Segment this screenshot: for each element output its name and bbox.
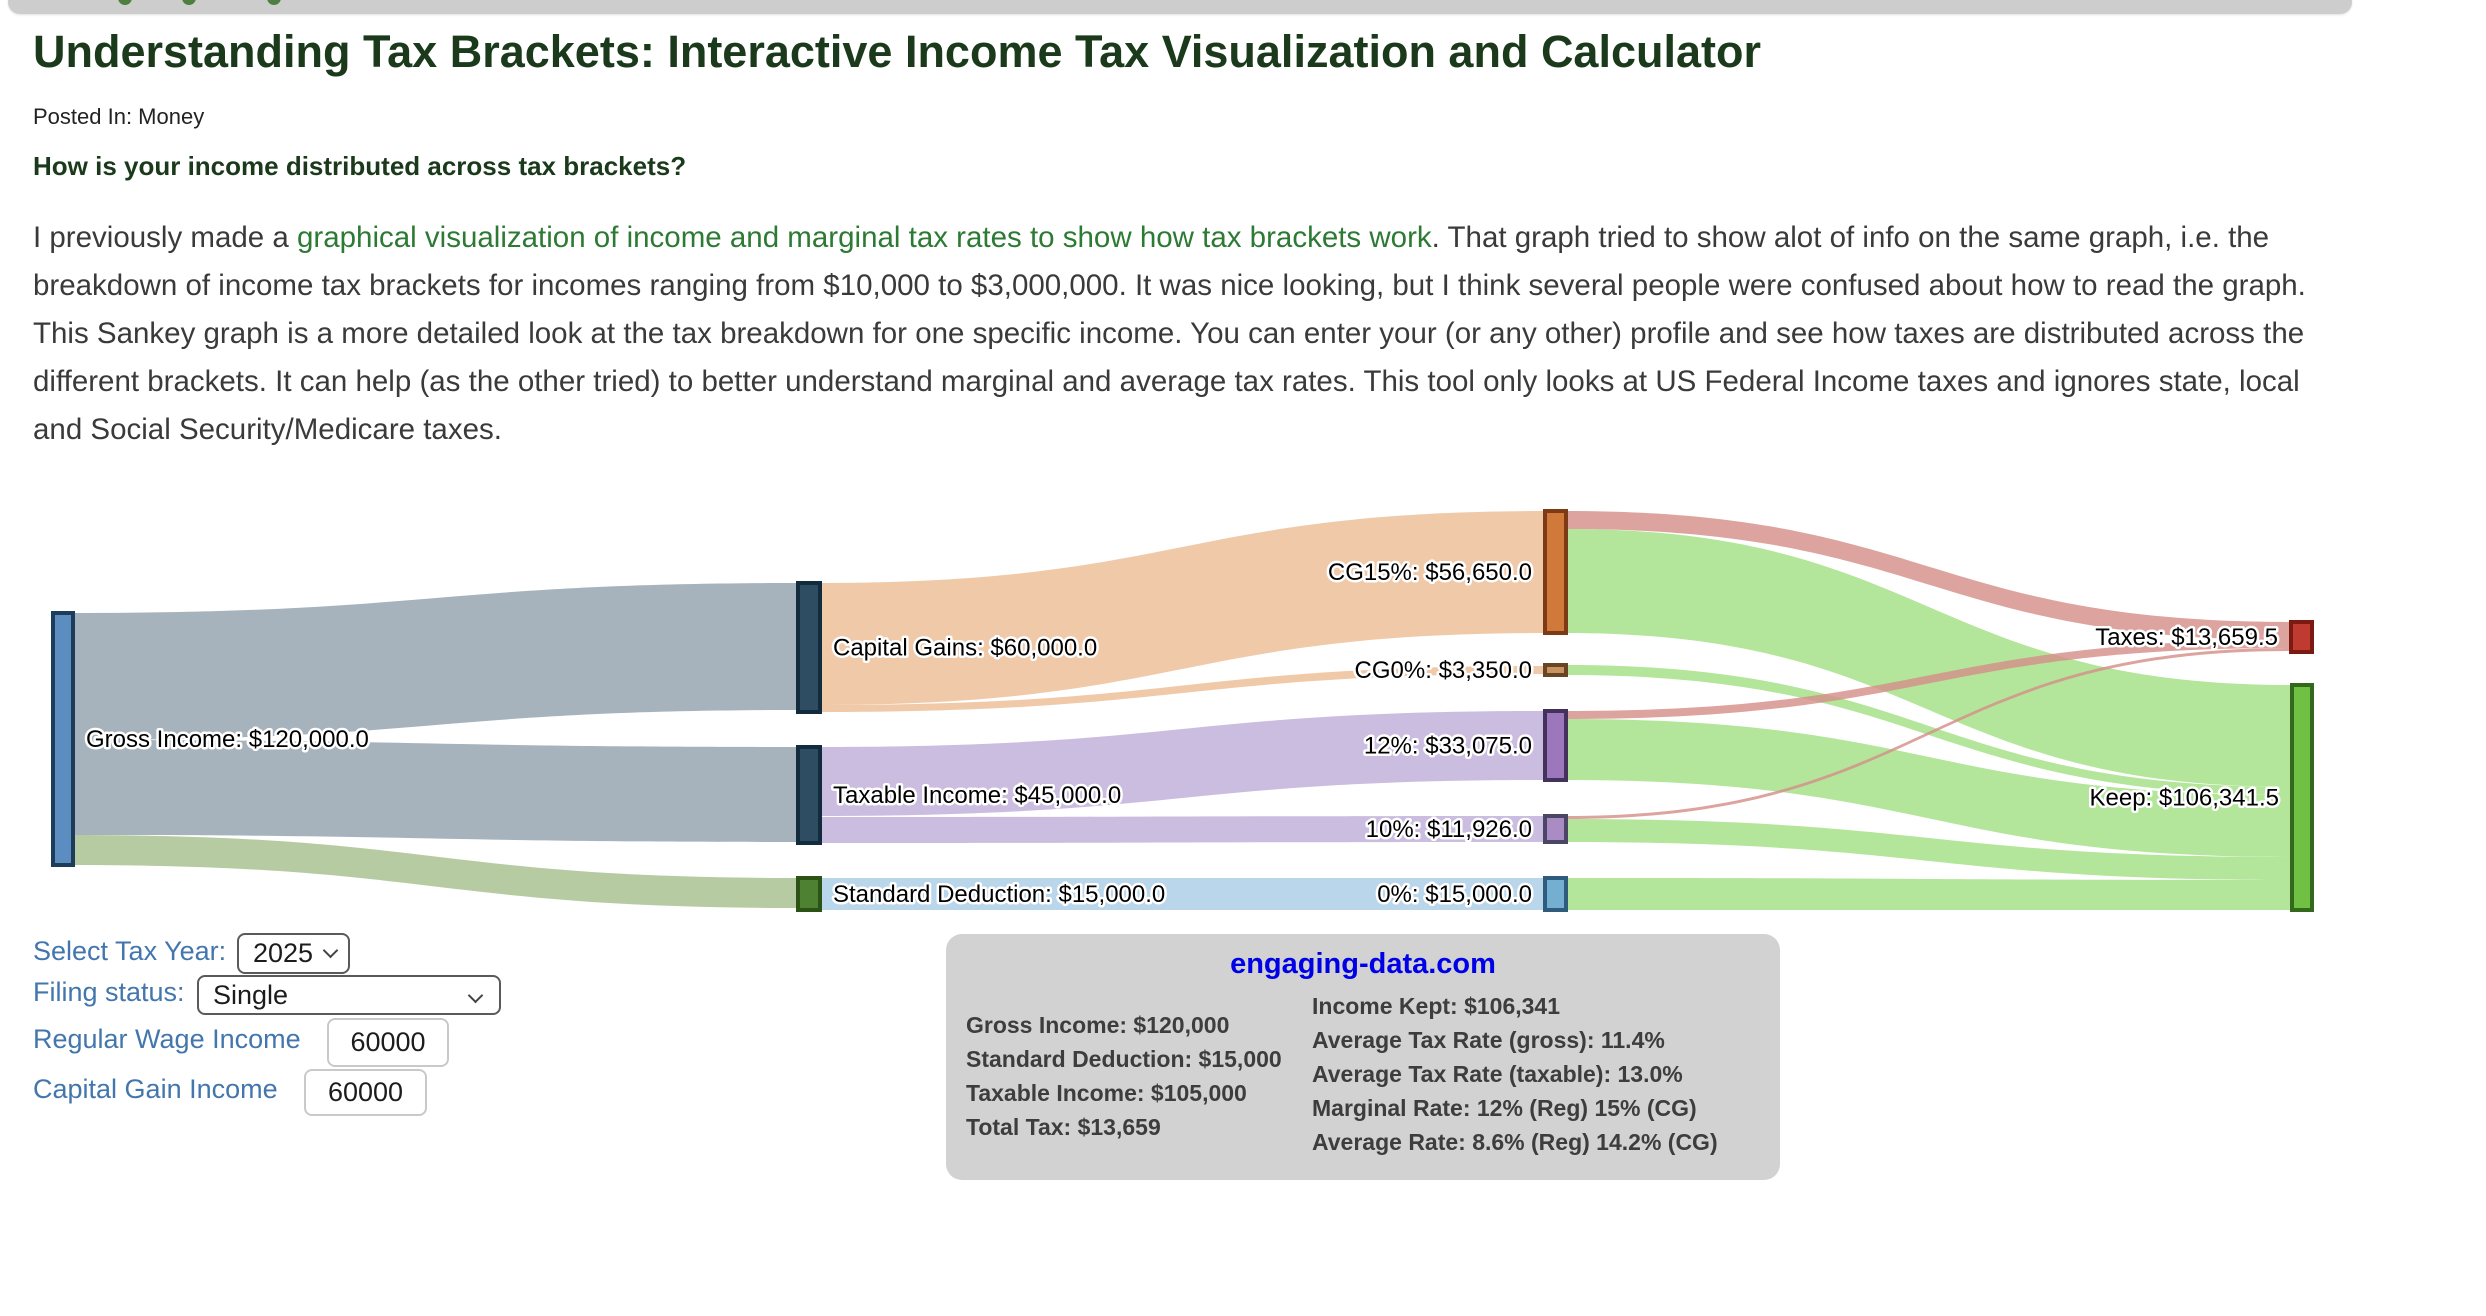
sankey-label-taxes: Taxes: $13,659.5	[2095, 624, 2278, 651]
posted-in-label: Posted In: Money	[33, 104, 205, 129]
capital-gain-value: 60000	[327, 1077, 404, 1107]
summary-line: Total Tax: $13,659	[966, 1114, 1161, 1140]
filing-status-value: Single	[213, 979, 289, 1010]
summary-line: Gross Income: $120,000	[966, 1012, 1230, 1038]
section-question: How is your income distributed across ta…	[33, 151, 687, 181]
sankey-node-capital_gains[interactable]	[796, 581, 822, 714]
summary-left-column: Gross Income: $120,000 Standard Deductio…	[966, 1008, 1282, 1144]
sankey-link-bracket10-taxes[interactable]	[1566, 648, 2291, 819]
top-nav-bar	[8, 0, 2352, 14]
sankey-link-gross-capital_gains[interactable]	[73, 583, 798, 740]
summary-line: Marginal Rate: 12% (Reg) 15% (CG)	[1312, 1095, 1697, 1121]
sankey-node-cg0[interactable]	[1543, 663, 1568, 677]
chevron-down-icon	[322, 942, 339, 959]
sankey-node-gross[interactable]	[51, 611, 75, 867]
intro-text-post: . That graph tried to show alot of info …	[33, 221, 2306, 446]
prior-visualization-link[interactable]: graphical visualization of income and ma…	[297, 221, 1432, 254]
summary-line: Taxable Income: $105,000	[966, 1080, 1247, 1106]
nav-logo-fragment-icon	[118, 0, 132, 5]
site-link[interactable]: engaging-data.com	[1230, 948, 1496, 980]
sankey-label-cg0: CG0%: $3,350.0	[1355, 657, 1532, 684]
tax-year-select[interactable]: 2025	[237, 933, 350, 974]
sankey-node-cg15[interactable]	[1543, 509, 1568, 635]
tax-year-label: Select Tax Year:	[33, 936, 227, 966]
sankey-link-bracket12-keep[interactable]	[1566, 719, 2292, 857]
summary-box: engaging-data.com Gross Income: $120,000…	[946, 934, 1780, 1180]
summary-line: Average Tax Rate (gross): 11.4%	[1312, 1027, 1665, 1053]
sankey-label-bracket10: 10%: $11,926.0	[1366, 816, 1532, 843]
summary-line: Average Tax Rate (taxable): 13.0%	[1312, 1061, 1683, 1087]
sankey-node-standard_deduction[interactable]	[796, 876, 822, 912]
sankey-link-cg15-keep[interactable]	[1566, 529, 2292, 787]
sankey-link-cg0-keep[interactable]	[1566, 665, 2292, 795]
sankey-link-taxable_income-bracket12[interactable]	[820, 711, 1545, 816]
sankey-link-standard_deduction-bracket0[interactable]	[820, 878, 1545, 910]
wage-income-label: Regular Wage Income	[33, 1024, 301, 1054]
sankey-link-bracket0-keep[interactable]	[1566, 878, 2292, 910]
intro-text-pre: I previously made a	[33, 221, 297, 254]
sankey-node-bracket10[interactable]	[1543, 814, 1568, 844]
sankey-link-capital_gains-cg0[interactable]	[820, 666, 1545, 712]
sankey-link-cg15-taxes[interactable]	[1566, 511, 2291, 640]
sankey-link-capital_gains-cg15[interactable]	[820, 511, 1545, 705]
wage-income-value: 60000	[350, 1027, 426, 1057]
sankey-label-standard_deduction: Standard Deduction: $15,000.0	[833, 881, 1165, 908]
sankey-label-bracket0: 0%: $15,000.0	[1377, 881, 1532, 908]
sankey-link-gross-standard_deduction[interactable]	[73, 835, 798, 908]
sankey-label-capital_gains: Capital Gains: $60,000.0	[833, 635, 1097, 662]
filing-status-select[interactable]: Single	[197, 975, 501, 1015]
intro-paragraph: I previously made a graphical visualizat…	[33, 214, 2313, 454]
sankey-node-taxable_income[interactable]	[796, 745, 822, 845]
sankey-label-cg15: CG15%: $56,650.0	[1328, 559, 1532, 586]
sankey-link-taxable_income-bracket10[interactable]	[820, 816, 1545, 843]
sankey-label-taxable_income: Taxable Income: $45,000.0	[833, 782, 1121, 809]
nav-logo-fragment-icon	[267, 0, 281, 5]
sankey-label-keep: Keep: $106,341.5	[2089, 785, 2279, 812]
summary-line: Income Kept: $106,341	[1312, 993, 1561, 1019]
sankey-link-bracket10-keep[interactable]	[1566, 819, 2292, 880]
capital-gain-input[interactable]: 60000	[304, 1069, 427, 1116]
summary-line: Standard Deduction: $15,000	[966, 1046, 1282, 1072]
sankey-node-bracket0[interactable]	[1543, 876, 1568, 912]
sankey-label-gross: Gross Income: $120,000.0	[86, 726, 369, 753]
filing-status-label: Filing status:	[33, 977, 185, 1007]
tax-year-value: 2025	[253, 938, 314, 968]
sankey-link-gross-taxable_income[interactable]	[73, 740, 798, 842]
sankey-node-keep[interactable]	[2290, 683, 2314, 912]
sankey-node-taxes[interactable]	[2289, 620, 2314, 654]
page-title: Understanding Tax Brackets: Interactive …	[33, 26, 1761, 77]
chevron-down-icon	[467, 987, 484, 1004]
sankey-label-bracket12: 12%: $33,075.0	[1364, 733, 1532, 760]
capital-gain-label: Capital Gain Income	[33, 1074, 278, 1104]
nav-logo-fragment-icon	[182, 0, 196, 5]
sankey-link-bracket12-taxes[interactable]	[1566, 640, 2291, 719]
wage-income-input[interactable]: 60000	[327, 1018, 449, 1067]
summary-line: Average Rate: 8.6% (Reg) 14.2% (CG)	[1312, 1129, 1718, 1155]
sankey-node-bracket12[interactable]	[1543, 709, 1568, 782]
summary-right-column: Income Kept: $106,341 Average Tax Rate (…	[1312, 989, 1718, 1159]
